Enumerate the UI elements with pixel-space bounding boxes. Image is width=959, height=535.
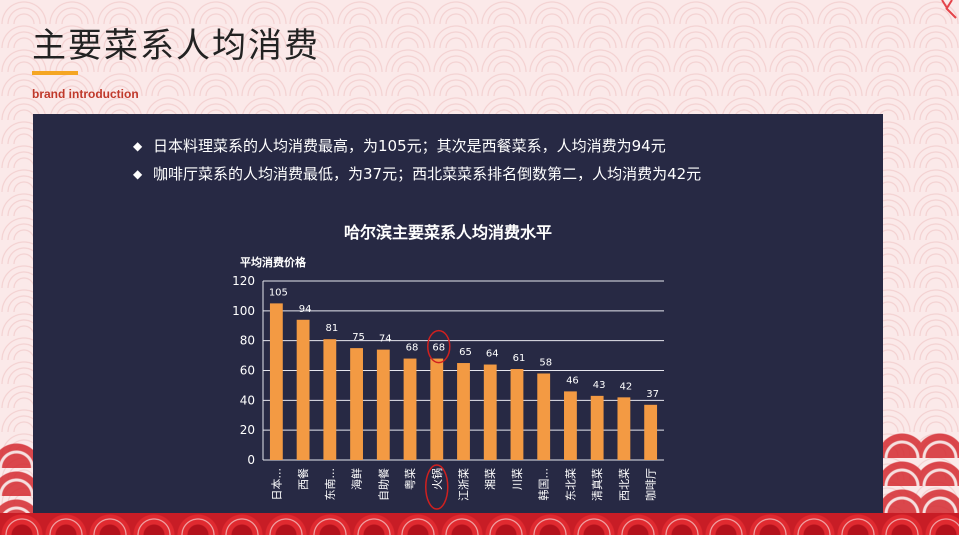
x-tick-label: 东南...: [324, 468, 337, 501]
data-label: 43: [593, 380, 606, 391]
y-tick-label: 20: [240, 423, 255, 437]
bottom-wave-band: [0, 513, 959, 535]
x-tick-label: 韩国...: [537, 468, 551, 501]
bullet-item: ◆ 咖啡厅菜系的人均消费最低，为37元；西北菜菜系排名倒数第二，人均消费为42元: [133, 160, 701, 188]
y-tick-label: 0: [247, 453, 255, 467]
x-tick-label: 清真菜: [590, 468, 604, 501]
bar: [403, 358, 417, 460]
data-label: 64: [486, 349, 499, 360]
bullet-text: 日本料理菜系的人均消费最高，为105元；其次是西餐菜系，人均消费为94元: [153, 137, 666, 155]
corner-decoration: [936, 0, 959, 20]
x-tick-label: 海鲜: [350, 468, 364, 490]
x-tick-label: 西餐: [296, 468, 310, 490]
y-tick-label: 60: [240, 364, 255, 378]
bar: [617, 397, 631, 460]
diamond-bullet-icon: ◆: [133, 167, 143, 181]
bar: [269, 303, 283, 460]
content-panel: ◆ 日本料理菜系的人均消费最高，为105元；其次是西餐菜系，人均消费为94元 ◆…: [33, 114, 883, 514]
x-tick-label: 粤菜: [403, 468, 417, 490]
y-tick-label: 100: [232, 304, 255, 318]
bar: [457, 363, 470, 460]
x-tick-label: 湘菜: [483, 468, 497, 490]
chart-y-axis-label: 平均消费价格: [240, 255, 307, 269]
highlight-circle: [425, 464, 449, 510]
page-subtitle: brand introduction: [32, 87, 139, 101]
data-label: 105: [269, 287, 288, 298]
x-tick-label: 川菜: [511, 468, 524, 490]
data-label: 46: [566, 375, 579, 386]
page-title: 主要菜系人均消费: [32, 26, 320, 66]
bar: [590, 395, 604, 460]
y-tick-label: 120: [232, 274, 255, 288]
chart-title: 哈尔滨主要菜系人均消费水平: [344, 223, 552, 242]
x-tick-label: 江浙菜: [458, 468, 471, 501]
bar: [510, 369, 524, 460]
x-tick-label: 火锅: [431, 468, 444, 490]
x-tick-label: 西北菜: [618, 468, 631, 501]
bullet-item: ◆ 日本料理菜系的人均消费最高，为105元；其次是西餐菜系，人均消费为94元: [133, 132, 701, 160]
data-label: 68: [432, 343, 445, 354]
bar: [644, 404, 658, 460]
data-label: 61: [513, 353, 526, 364]
bar: [483, 364, 497, 460]
data-label: 81: [325, 323, 338, 334]
data-label: 75: [352, 332, 365, 343]
bar: [564, 391, 577, 460]
x-tick-label: 东北菜: [564, 468, 577, 501]
bar-chart: 哈尔滨主要菜系人均消费水平 平均消费价格 0 20 40 60 80 100 120 105…: [232, 223, 664, 510]
bar: [537, 373, 551, 460]
diamond-bullet-icon: ◆: [133, 139, 143, 153]
wave-decoration-left: [0, 440, 33, 515]
bullet-list: ◆ 日本料理菜系的人均消费最高，为105元；其次是西餐菜系，人均消费为94元 ◆…: [133, 132, 701, 188]
data-label: 65: [459, 347, 472, 358]
x-tick-label: 自助餐: [376, 468, 390, 501]
x-tick-label: 咖啡厅: [644, 468, 658, 501]
data-label: 42: [620, 381, 633, 392]
bullet-text: 咖啡厅菜系的人均消费最低，为37元；西北菜菜系排名倒数第二，人均消费为42元: [153, 165, 702, 183]
data-label: 37: [646, 389, 659, 400]
data-label: 58: [539, 357, 552, 368]
wave-decoration-right: [883, 430, 959, 515]
y-tick-label: 40: [240, 393, 255, 407]
bar: [323, 339, 337, 460]
y-tick-label: 80: [240, 334, 255, 348]
x-tick-label: 日本...: [269, 468, 283, 501]
title-underline: [32, 71, 78, 75]
bar: [296, 319, 310, 460]
data-label: 74: [379, 334, 392, 345]
data-label: 68: [406, 343, 419, 354]
bar: [376, 349, 390, 460]
bar: [430, 358, 444, 460]
data-label: 94: [299, 304, 312, 315]
bar: [350, 348, 363, 460]
highlight-circle: [427, 329, 451, 364]
